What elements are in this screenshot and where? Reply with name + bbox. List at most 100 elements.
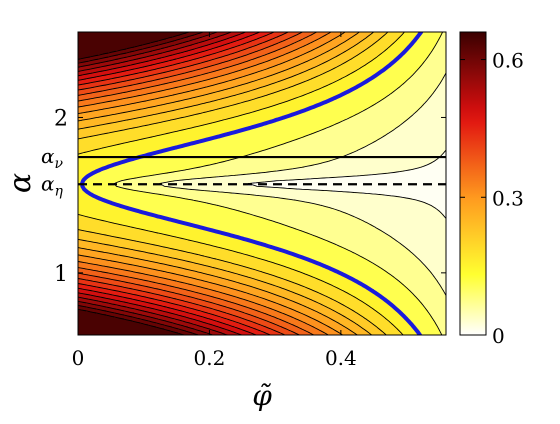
contour-band-cell [224, 134, 309, 137]
contour-band-cell [172, 36, 189, 39]
contour-band-cell [92, 290, 119, 293]
contour-band-cell [362, 192, 446, 195]
contour-band-cell [86, 302, 109, 305]
contour-band-cell [330, 40, 347, 43]
contour-band-cell [390, 322, 411, 325]
contour-band-cell [152, 64, 173, 67]
contour-band-cell [126, 306, 147, 309]
contour-band-cell [216, 204, 321, 207]
contour-band-cell [150, 302, 171, 305]
contour-band-cell [272, 284, 301, 287]
contour-band-cell [414, 112, 446, 115]
contour-band-cell [178, 332, 193, 335]
contour-band-cell [228, 80, 255, 83]
contour-band-cell [212, 282, 241, 285]
contour-band-cell [246, 42, 263, 45]
contour-band-cell [376, 326, 397, 329]
contour-band-cell [332, 242, 401, 245]
contour-band-cell [202, 272, 235, 275]
contour-band-cell [414, 168, 446, 171]
contour-band-cell [82, 74, 107, 77]
contour-band-cell [442, 286, 446, 289]
contour-band-cell [160, 90, 191, 93]
contour-band-cell [392, 92, 435, 95]
contour-band-cell [240, 50, 259, 53]
contour-band-cell [170, 88, 199, 91]
contour-band-cell [254, 256, 303, 259]
contour-band-cell [142, 290, 167, 293]
contour-band-cell [356, 86, 401, 89]
contour-band-cell [376, 264, 425, 267]
contour-band-cell [142, 94, 175, 97]
contour-band-cell [78, 268, 87, 271]
contour-band-cell [260, 96, 299, 99]
contour-band-cell [326, 282, 361, 285]
contour-band-cell [78, 218, 97, 221]
contour-band-cell [140, 318, 159, 321]
contour-band-cell [404, 52, 431, 55]
contour-band-cell [148, 320, 167, 323]
contour-band-cell [122, 86, 151, 89]
contour-band-cell [336, 56, 355, 59]
contour-band-cell [204, 94, 237, 97]
contour-band-cell [280, 90, 315, 93]
contour-band-cell [374, 76, 411, 79]
contour-band-cell [190, 90, 221, 93]
contour-band-cell [324, 332, 341, 335]
contour-band-cell [300, 312, 321, 315]
contour-band-cell [276, 330, 291, 333]
contour-band-cell [78, 126, 91, 129]
contour-band-cell [282, 296, 305, 299]
contour-band-cell [388, 320, 409, 323]
contour-band-cell [78, 38, 167, 41]
contour-band-cell [116, 304, 139, 307]
contour-band-cell [88, 298, 111, 301]
contour-band-cell [412, 42, 437, 45]
contour-band-cell [366, 330, 383, 333]
contour-band-cell [252, 240, 329, 243]
contour-band-cell [78, 202, 113, 205]
contour-band-cell [440, 38, 446, 41]
contour-band-cell [78, 158, 133, 161]
contour-band-cell [194, 270, 227, 273]
contour-band-cell [78, 114, 111, 117]
contour-band-cell [170, 330, 187, 333]
contour-band-cell [434, 46, 446, 49]
contour-band-cell [142, 266, 177, 269]
contour-band-cell [282, 40, 299, 43]
contour-band-cell [368, 62, 393, 65]
contour-band-cell [346, 316, 363, 319]
contour-band-cell [260, 258, 307, 261]
contour-band-cell [178, 68, 201, 71]
contour-band-cell [144, 76, 169, 79]
contour-band-cell [192, 76, 219, 79]
contour-band-cell [272, 322, 289, 325]
contour-band-cell [422, 166, 446, 169]
contour-band-cell [416, 256, 446, 259]
contour-band-cell [78, 60, 89, 63]
contour-band-cell [216, 330, 231, 333]
contour-band-cell [78, 162, 121, 165]
contour-band-cell [100, 296, 123, 299]
contour-band-cell [78, 262, 87, 265]
contour-band-cell [184, 116, 235, 119]
contour-band-cell [440, 210, 446, 213]
contour-band-cell [80, 292, 103, 295]
contour-band-cell [78, 86, 95, 89]
contour-band-cell [80, 70, 103, 73]
contour-band-cell [286, 314, 307, 317]
contour-band-cell [78, 168, 103, 171]
contour-band-cell [274, 58, 293, 61]
contour-band-cell [272, 220, 365, 223]
contour-band-cell [362, 300, 387, 303]
contour-band-cell [228, 300, 249, 303]
contour-band-cell [432, 94, 446, 97]
contour-band-cell [322, 44, 341, 47]
contour-band-cell [420, 200, 446, 203]
contour-band-cell [198, 42, 215, 45]
contour-band-cell [414, 326, 439, 329]
contour-band-cell [416, 38, 441, 41]
contour-band-cell [292, 36, 309, 39]
contour-band-cell [326, 324, 343, 327]
contour-band-cell [244, 68, 267, 71]
